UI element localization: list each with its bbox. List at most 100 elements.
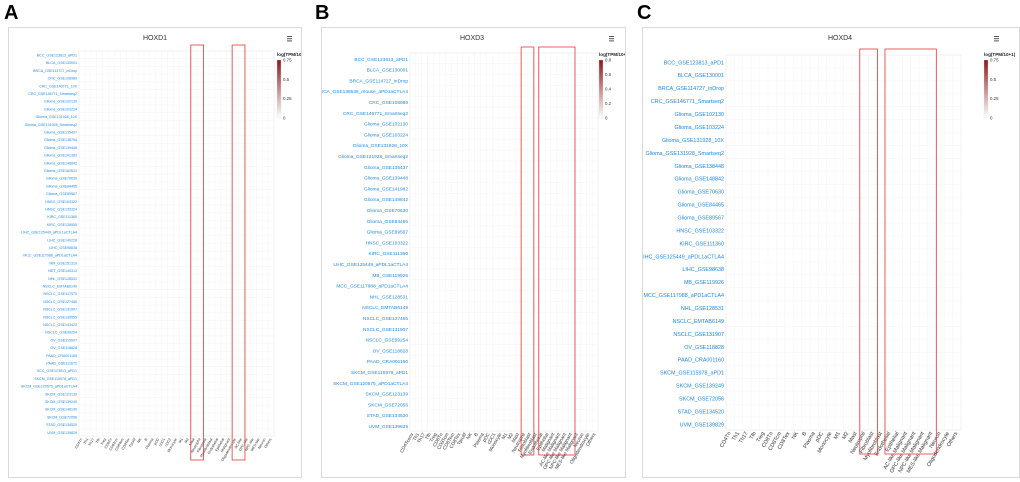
menu-bar xyxy=(287,40,292,42)
row-label: Glioma_GSE135437 xyxy=(44,131,77,135)
highlight-box xyxy=(520,46,535,456)
column-label: Fibroblast xyxy=(196,438,207,454)
column-label: CD8Tn xyxy=(104,438,113,450)
column-label: Th17 xyxy=(738,431,749,445)
column-label: OPC-like xyxy=(238,438,249,452)
row-label: Glioma_GSE89567 xyxy=(46,192,77,196)
column-label: cDC2 xyxy=(164,438,172,448)
row-label: HNSC_GSE103322 xyxy=(45,200,77,204)
row-label: Glioma_GSE131928_10X xyxy=(662,138,724,144)
row-label: SKCM_GSE72056 xyxy=(368,402,408,408)
row-label: BCC_GSE123813_aPD1 xyxy=(37,54,77,58)
column-label: M2 xyxy=(184,438,190,444)
row-label: Glioma_GSE103224 xyxy=(675,125,724,131)
highlight-box xyxy=(884,48,937,455)
row-label: NHL_GSE128531 xyxy=(681,306,724,312)
legend-title: log(TPM/10+1) xyxy=(984,52,1016,57)
row-label: SKCM_GSE120575_aPD1aCTLA4 xyxy=(333,381,408,387)
row-label: OV_GSE115007 xyxy=(50,338,77,342)
row-label: Glioma_GSE89567 xyxy=(678,215,724,221)
row-label: Glioma_GSE84465 xyxy=(46,184,77,188)
row-label: HNSC_GSE103322 xyxy=(676,228,724,234)
row-label: Glioma_GSE148842 xyxy=(364,197,408,203)
row-label: BRCA_GSE114727_inDrop xyxy=(33,69,77,73)
column-label: Plasma xyxy=(145,437,154,449)
legend-tick: 0.5 xyxy=(990,77,997,82)
row-label: OV_GSE118828 xyxy=(684,345,724,351)
row-label: BRCA_GSE114727_inDrop xyxy=(349,78,408,84)
column-label: B xyxy=(473,432,480,438)
highlight-box xyxy=(859,48,878,455)
chart-title: HOXD3 xyxy=(460,35,484,42)
row-label: SKCM_GSE72056 xyxy=(679,397,724,403)
row-label: SCC_GSE123813_aPD1 xyxy=(37,369,77,373)
column-label: B xyxy=(801,431,808,437)
row-label: MM_GSE151310 xyxy=(49,261,77,265)
row-label: Glioma_GSE139448 xyxy=(364,176,408,182)
menu-bar xyxy=(609,40,614,42)
row-label: PAAD_CRA001160 xyxy=(367,359,408,365)
hamburger-menu-icon xyxy=(287,36,292,42)
row-label: KIRC_GSE139555 xyxy=(47,223,77,227)
row-label: KIRC_GSE111360 xyxy=(680,241,724,247)
column-label: B xyxy=(144,437,149,442)
row-label: NSCLC_GSE131907 xyxy=(363,327,408,333)
column-label: Treg xyxy=(756,431,767,443)
highlight-box xyxy=(231,44,246,461)
row-label: Glioma_GSE148842 xyxy=(44,161,77,165)
column-label: CD4Tn xyxy=(74,438,83,450)
menu-bar xyxy=(287,38,292,40)
column-label: Tfh xyxy=(95,438,101,445)
row-label: Glioma_GSE70630 xyxy=(367,208,409,214)
row-label: Glioma_GSE70630 xyxy=(46,177,77,181)
legend: log(TPM/10+1)0.8 0.6 0.4 0.2 0 xyxy=(598,52,631,121)
chart-title: HOXD4 xyxy=(828,35,852,42)
column-label: Mast xyxy=(848,431,859,445)
row-label: Glioma_GSE131928_10X xyxy=(353,143,409,149)
heatmap-grid xyxy=(409,52,599,432)
row-label: CRC_GSE146771_Smartseq2 xyxy=(28,92,77,96)
menu-bar xyxy=(994,40,999,42)
legend-title: log(TPM/10+1) xyxy=(277,52,301,57)
legend: log(TPM/10+1)0.75 0.5 0.25 0 xyxy=(276,52,309,121)
row-label: SKCM_GSE72056 xyxy=(47,415,77,419)
column-label: pDC xyxy=(482,432,492,444)
row-label: Glioma_GSE103224 xyxy=(44,107,77,111)
row-label: MCC_GSE117988_aPD1aCTLA4 xyxy=(23,254,77,258)
row-label: LIHC_GSE125449_aPDL1aCTLA4 xyxy=(21,231,77,235)
row-label: NSCLC_GSE127465 xyxy=(363,316,408,322)
row-label: NSCLC_EMTAB6149 xyxy=(362,305,408,311)
row-label: LIHC_GSE125449_aPDL1aCTLA4 xyxy=(643,254,724,260)
legend-color-bar xyxy=(276,59,282,119)
column-label: Th17 xyxy=(88,438,96,447)
row-label: HNSC_GSE139324 xyxy=(45,208,77,212)
row-label: CRC_GSE108989 xyxy=(48,77,77,81)
row-label: CRC_GSE146771_Smartseq2 xyxy=(651,99,724,105)
row-label: BRCA_GSE114727_inDrop xyxy=(658,86,724,92)
column-label: Th1 xyxy=(83,438,90,445)
row-label: CRC_GSE146771_10X xyxy=(39,84,77,88)
legend-tick: 0.25 xyxy=(283,96,292,101)
row-label: NSCLC_EMTAB6149 xyxy=(43,285,77,289)
row-label: Glioma_GSE139448 xyxy=(44,146,77,150)
menu-bar xyxy=(287,36,292,37)
row-label: BCC_GSE123813_aPD1 xyxy=(354,57,408,63)
heatmap-frame-b: HOXD3 BCC_GSE123813_aPD1 BLCA_GSE130001 BRC… xyxy=(317,27,631,478)
row-label: BLCA_GSE130001 xyxy=(46,61,77,65)
column-label: Treg xyxy=(100,438,107,446)
column-label: NK xyxy=(465,431,474,440)
row-label: STAD_GSE134520 xyxy=(678,409,724,415)
column-label: NPC-like xyxy=(244,438,255,452)
row-label: NSCLC_GSE131907 xyxy=(43,308,77,312)
column-label: Others xyxy=(264,437,273,449)
row-label: MCC_GSE117988_aPD1aCTLA4 xyxy=(336,284,408,290)
legend-tick: 0.25 xyxy=(990,96,999,101)
row-label: SKCM_GSE123139 xyxy=(45,392,77,396)
row-label: NSCLC_GSE143423 xyxy=(43,323,77,327)
column-label: M1 xyxy=(501,432,510,441)
row-label: Glioma_GSE141982 xyxy=(364,186,408,192)
column-label: cDC1 xyxy=(158,438,166,448)
panel-b: B HOXD3 BCC_GSE123813_aPD1 BLCA_GSE130001 B… xyxy=(313,0,631,482)
column-label: Mast xyxy=(188,438,195,447)
row-label: KIRC_GSE111360 xyxy=(47,215,77,219)
